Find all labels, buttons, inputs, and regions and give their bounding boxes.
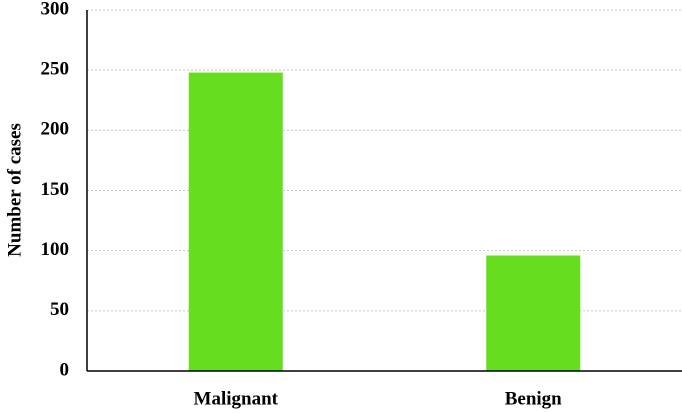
y-tick-label: 100 — [41, 239, 70, 260]
y-tick-label: 50 — [50, 299, 69, 320]
x-tick-label: Benign — [505, 388, 562, 409]
bar — [486, 255, 581, 371]
y-tick-label: 200 — [41, 119, 70, 140]
y-tick-label: 300 — [41, 0, 70, 19]
y-tick-label: 250 — [41, 59, 70, 80]
x-tick-label: Malignant — [194, 388, 279, 409]
y-tick-label: 0 — [60, 359, 70, 380]
bar — [188, 72, 283, 371]
y-axis-label: Number of cases — [4, 123, 25, 257]
y-tick-label: 150 — [41, 179, 70, 200]
